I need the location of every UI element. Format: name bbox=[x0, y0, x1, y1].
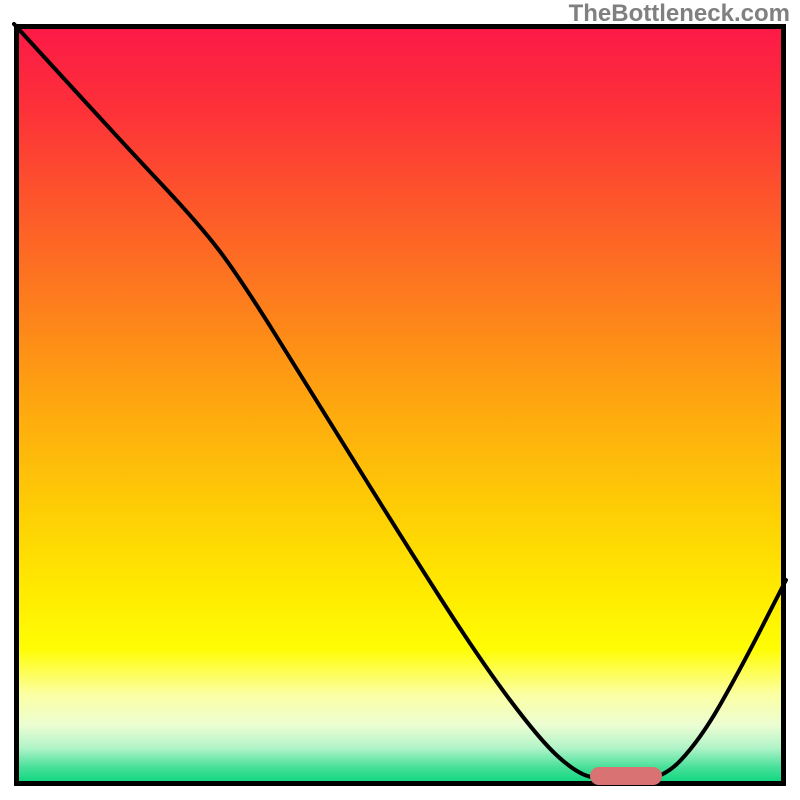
bottleneck-curve bbox=[14, 24, 786, 781]
chart-container: TheBottleneck.com bbox=[0, 0, 800, 800]
chart-overlay-svg bbox=[0, 0, 800, 800]
watermark-text: TheBottleneck.com bbox=[569, 0, 790, 28]
optimal-range-marker bbox=[590, 767, 662, 785]
